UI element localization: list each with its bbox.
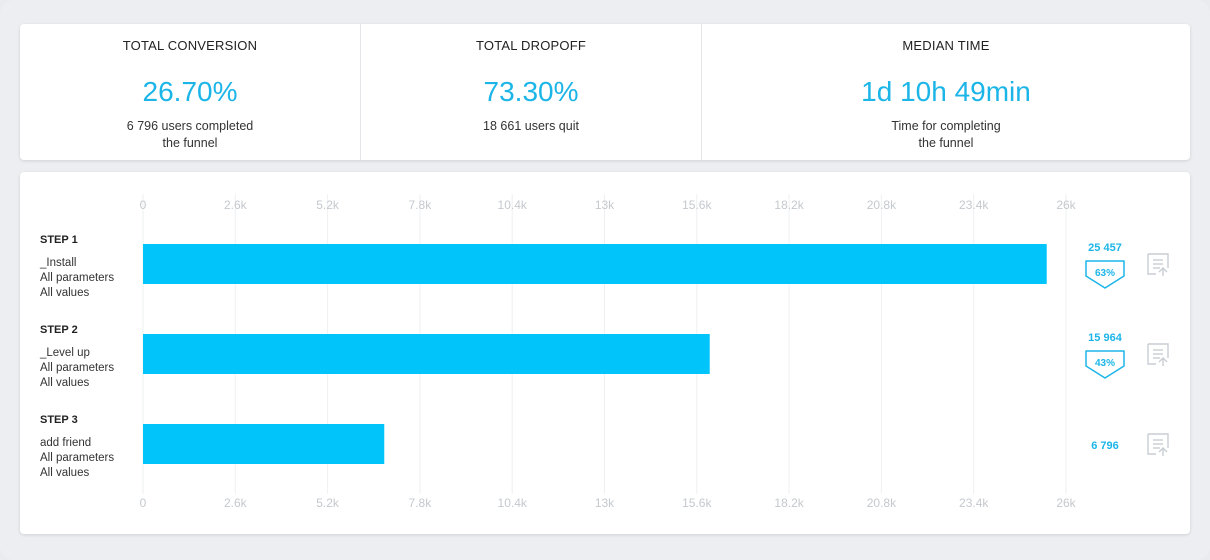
step-user-count: 25 457 [1088,242,1122,254]
x-tick-label-bottom: 10.4k [498,496,528,510]
step-values: All values [40,467,89,479]
total-dropoff-value: 73.30% [483,76,579,107]
median-time-value: 1d 10h 49min [861,76,1031,107]
x-tick-label-top: 20.8k [867,198,897,212]
step-conversion-percent: 63% [1095,268,1115,279]
step-title: STEP 1 [40,234,78,246]
x-tick-label-bottom: 18.2k [774,496,804,510]
total-conversion-card: TOTAL CONVERSION 26.70% 6 796 users comp… [20,24,361,160]
x-tick-label-top: 10.4k [498,198,528,212]
median-time-title: MEDIAN TIME [902,38,990,53]
funnel-bar [143,334,710,374]
step-labels: STEP 1 _Install All parameters All values ST… [39,234,114,479]
icon-frame [1147,253,1169,275]
step-user-count: 15 964 [1088,332,1123,344]
x-tick-label-bottom: 0 [140,496,147,510]
step-conversion-percent: 43% [1095,358,1115,369]
total-dropoff-title: TOTAL DROPOFF [476,38,586,53]
chevron-badge-icon [1085,350,1125,379]
total-dropoff-card: TOTAL DROPOFF 73.30% 18 661 users quit [361,24,702,160]
step-event-name: _Level up [39,347,90,359]
step-counts: 25 457 63% 15 964 43% 6 796 [1085,242,1169,456]
total-dropoff-desc-line1: 18 661 users quit [483,119,579,133]
x-tick-label-top: 26k [1056,198,1076,212]
x-tick-label-top: 2.6k [224,198,248,212]
x-tick-label-top: 7.8k [409,198,433,212]
step-values: All values [40,287,89,299]
funnel-chart: 0 0 2.6k 2.6k 5.2k 5.2k 7.8k 7.8k 10.4k 10.4k 13k 1… [39,194,1169,510]
x-tick-label-top: 0 [140,198,147,212]
x-tick-label-top: 13k [595,198,615,212]
x-tick-label-bottom: 13k [595,496,615,510]
icon-frame [1147,433,1169,455]
x-tick-label-bottom: 7.8k [409,496,433,510]
list-detail-icon[interactable] [1147,433,1169,456]
total-conversion-value: 26.70% [142,76,238,107]
total-conversion-desc-line2: the funnel [162,136,218,150]
x-tick-label-bottom: 5.2k [316,496,340,510]
x-tick-label-bottom: 20.8k [867,496,897,510]
median-time-desc-line2: the funnel [918,136,974,150]
x-tick-label-bottom: 26k [1056,496,1076,510]
icon-arrow [1158,447,1168,456]
x-tick-label-top: 18.2k [774,198,804,212]
x-tick-label-bottom: 15.6k [682,496,712,510]
funnel-bars [143,244,1047,464]
step-parameters: All parameters [40,362,114,374]
chevron-badge-icon [1085,260,1125,289]
median-time-desc-line1: Time for completing [891,119,1001,133]
step-values: All values [40,377,89,389]
list-detail-icon[interactable] [1147,253,1169,276]
funnel-bar [143,244,1047,284]
total-conversion-desc-line1: 6 796 users completed [126,119,254,133]
funnel-summary: TOTAL CONVERSION 26.70% 6 796 users comp… [20,24,1190,160]
icon-arrow [1158,267,1168,276]
x-tick-label-top: 15.6k [682,198,712,212]
funnel-chart-card: 0 0 2.6k 2.6k 5.2k 5.2k 7.8k 7.8k 10.4k 10.4k 13k 1… [20,172,1190,534]
x-tick-label-bottom: 2.6k [224,496,248,510]
x-tick-label-top: 5.2k [316,198,340,212]
x-tick-label-bottom: 23.4k [959,496,989,510]
list-detail-icon[interactable] [1147,343,1169,366]
step-title: STEP 3 [40,414,78,426]
icon-arrow [1158,357,1168,366]
step-parameters: All parameters [40,272,114,284]
total-conversion-title: TOTAL CONVERSION [122,38,258,53]
total-conversion-desc: 6 796 users completed the funnel [20,118,360,152]
axis-ticks: 0 0 2.6k 2.6k 5.2k 5.2k 7.8k 7.8k 10.4k 10.4k 13k 1… [140,198,1077,510]
icon-frame [1147,343,1169,365]
step-event-name: add friend [40,437,91,449]
step-event-name: _Install [39,257,76,269]
median-time-card: MEDIAN TIME 1d 10h 49min Time for comple… [702,24,1190,160]
step-parameters: All parameters [40,452,114,464]
total-dropoff-desc: 18 661 users quit [361,118,701,135]
x-tick-label-top: 23.4k [959,198,989,212]
step-user-count: 6 796 [1091,440,1119,452]
step-title: STEP 2 [40,324,78,336]
funnel-bar [143,424,385,464]
median-time-desc: Time for completing the funnel [702,118,1190,152]
